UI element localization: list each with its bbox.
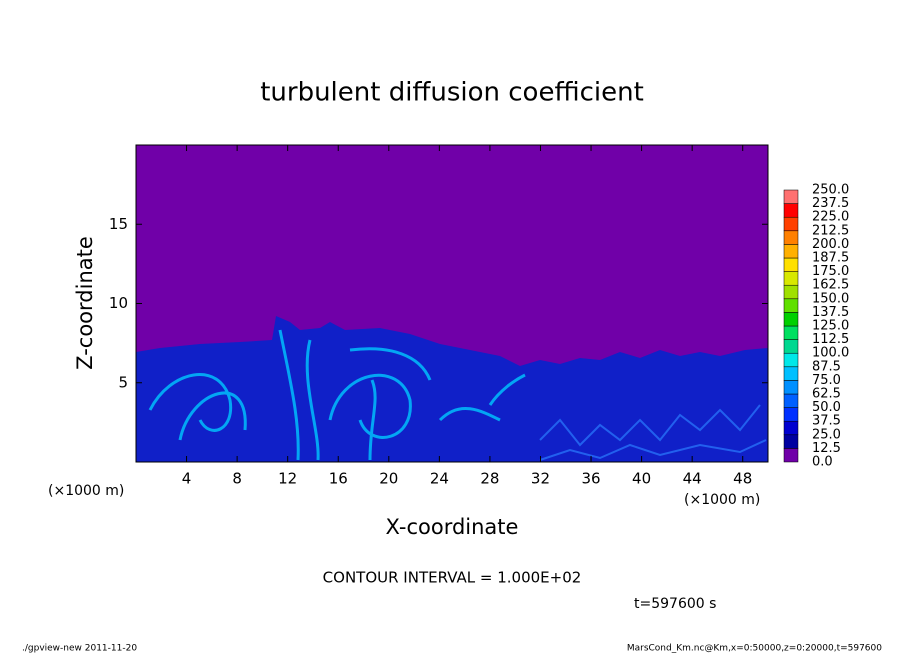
colorbar-label: 112.5 [812,332,849,347]
field-eddies [148,329,526,461]
x-tick-label: 44 [683,470,702,488]
colorbar-label: 87.5 [812,359,841,374]
y-tick-label: 15 [109,215,128,233]
colorbar-box [783,244,799,259]
x-axis-label: X-coordinate [386,515,519,539]
colorbar-box [783,189,799,204]
x-tick-label: 40 [632,470,651,488]
colorbar-label: 62.5 [812,387,841,402]
colorbar-label: 237.5 [812,196,849,211]
colorbar-box [783,284,799,300]
colorbar-box [783,312,799,327]
colorbar-label: 125.0 [812,319,849,334]
colorbar-label: 37.5 [812,414,841,429]
x-tick-label: 24 [430,470,449,488]
colorbar-box [783,393,799,408]
x-tick-label: 16 [329,470,348,488]
colorbar-label: 25.0 [812,427,841,442]
colorbar-box [783,352,799,368]
x-tick-label: 12 [278,470,297,488]
colorbar-label: 212.5 [812,223,849,238]
colorbar-box [783,339,799,354]
x-tick-label: 28 [480,470,499,488]
colorbar-label: 150.0 [812,291,849,306]
field-speckle [539,404,767,461]
x-tick-label: 4 [182,470,192,488]
colorbar-label: 162.5 [812,278,849,293]
colorbar-box [783,434,799,449]
colorbar-box [783,448,799,463]
x-unit-right: (×1000 m) [684,492,760,508]
x-unit-left: (×1000 m) [48,483,124,499]
y-axis-label: Z-coordinate [73,236,97,370]
colorbar-label: 250.0 [812,183,849,198]
colorbar-label: 200.0 [812,237,849,252]
x-tick-label: 32 [531,470,550,488]
colorbar-label: 12.5 [812,441,841,456]
colorbar-box [783,407,799,422]
colorbar-box [783,380,799,395]
x-tick-label: 36 [581,470,600,488]
field-turbulent-layer [136,316,768,462]
time-label: t=597600 s [634,596,716,612]
colorbar-box [783,298,799,313]
colorbar-box [783,325,799,340]
y-tick-label: 10 [109,294,128,312]
colorbar-box [783,216,799,232]
colorbar-label: 187.5 [812,251,849,266]
x-tick-label: 8 [232,470,242,488]
footer-left: ./gpview-new 2011-11-20 [22,644,137,654]
contour-interval: CONTOUR INTERVAL = 1.000E+02 [323,569,582,587]
chart-title: turbulent diffusion coefficient [260,78,644,108]
colorbar-label: 137.5 [812,305,849,320]
x-tick-label: 20 [379,470,398,488]
colorbar-box [783,271,799,286]
colorbar-box [783,366,799,381]
colorbar-label: 225.0 [812,210,849,225]
field [135,144,769,463]
colorbar-label: 175.0 [812,264,849,279]
colorbar-box [783,203,799,218]
colorbar-box [783,420,799,436]
footer-right: MarsCond_Km.nc@Km,x=0:50000,z=0:20000,t=… [627,644,882,654]
colorbar-label: 75.0 [812,373,841,388]
colorbar-label: 0.0 [812,455,833,470]
colorbar-box [783,257,799,272]
y-tick-label: 5 [118,373,128,391]
x-tick-label: 48 [733,470,752,488]
colorbar-label: 50.0 [812,400,841,415]
colorbar-label: 100.0 [812,346,849,361]
colorbar-box [783,230,799,245]
